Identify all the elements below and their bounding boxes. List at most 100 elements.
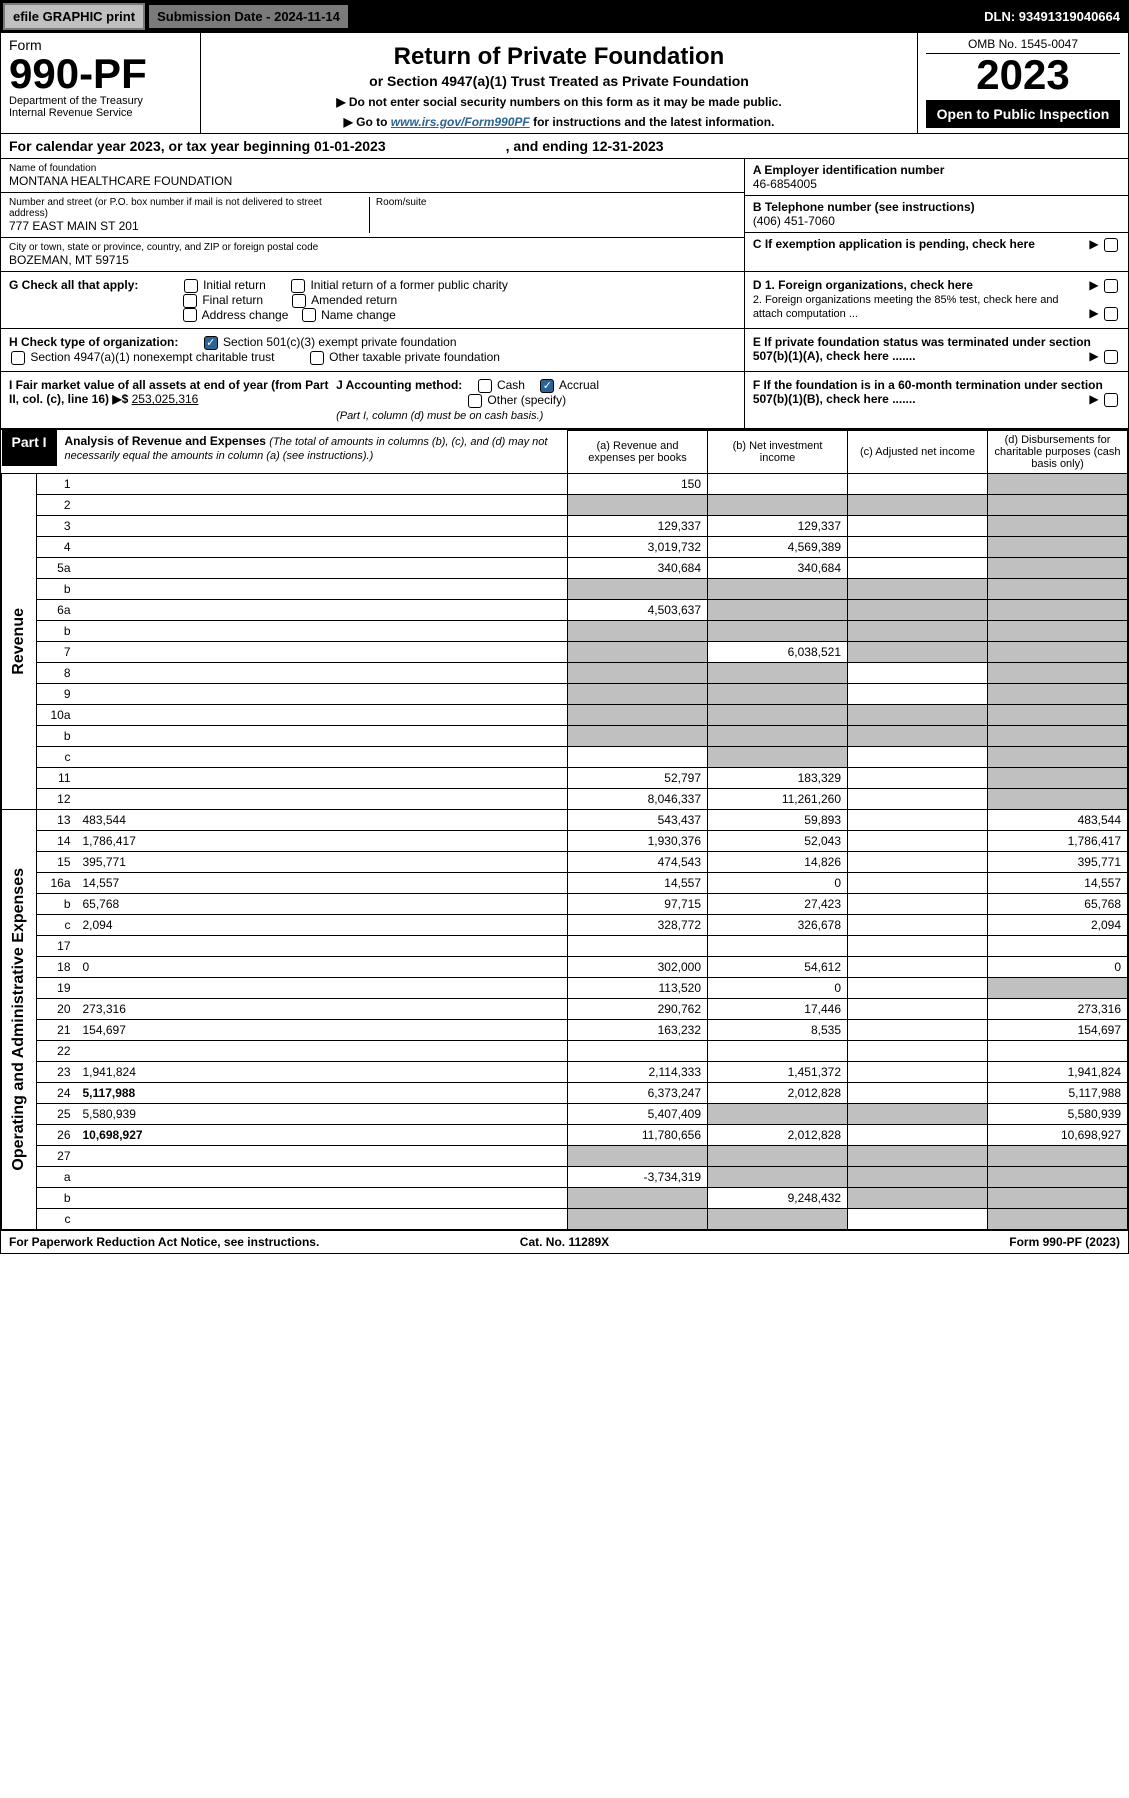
cell-c [848,515,988,536]
line-number: 11 [37,767,77,788]
j-opt-1: Accrual [559,378,599,392]
g-opt-3: Amended return [311,293,397,307]
table-row: 5a 340,684340,684 [2,557,1128,578]
cell-b: 1,451,372 [708,1061,848,1082]
cell-d [988,494,1128,515]
line-number: 6a [37,599,77,620]
cell-a [568,494,708,515]
cell-b [708,1103,848,1124]
cell-a: 340,684 [568,557,708,578]
line-description [77,662,568,683]
line-description [77,683,568,704]
calendar-year-row: For calendar year 2023, or tax year begi… [1,134,1128,159]
line-description: 395,771 [77,851,568,872]
dln-label: DLN: 93491319040664 [976,5,1128,28]
e-label: E If private foundation status was termi… [753,335,1091,363]
line-description: 0 [77,956,568,977]
table-row: 9 [2,683,1128,704]
cell-b: 14,826 [708,851,848,872]
form-title: Return of Private Foundation [209,43,909,71]
cell-b: 2,012,828 [708,1124,848,1145]
foundation-name: MONTANA HEALTHCARE FOUNDATION [9,174,736,188]
line-number: c [37,914,77,935]
cell-c [848,851,988,872]
g-address-checkbox[interactable] [183,308,197,322]
line-description: 5,117,988 [77,1082,568,1103]
cell-c [848,662,988,683]
d2-checkbox[interactable] [1104,307,1118,321]
g-initial-checkbox[interactable] [184,279,198,293]
line-description [77,767,568,788]
table-row: 19113,5200 [2,977,1128,998]
cell-b: 8,535 [708,1019,848,1040]
g-final-checkbox[interactable] [183,294,197,308]
cell-b: 340,684 [708,557,848,578]
line-number: 5a [37,557,77,578]
table-row: 16a14,55714,557014,557 [2,872,1128,893]
cell-d [988,767,1128,788]
g-label: G Check all that apply: [9,278,138,292]
cell-b [708,494,848,515]
efile-print-button[interactable]: efile GRAPHIC print [3,3,145,30]
cell-c [848,872,988,893]
cell-c [848,704,988,725]
cell-c [848,1061,988,1082]
line-number: 25 [37,1103,77,1124]
table-row: 245,117,9886,373,2472,012,8285,117,988 [2,1082,1128,1103]
line-number: 14 [37,830,77,851]
name-label: Name of foundation [9,163,736,174]
cell-a [568,1145,708,1166]
cell-b [708,620,848,641]
line-number: 19 [37,977,77,998]
h-other-checkbox[interactable] [310,351,324,365]
table-row: 27 [2,1145,1128,1166]
table-row: 15395,771474,54314,826395,771 [2,851,1128,872]
g-initial-former-checkbox[interactable] [291,279,305,293]
city-value: BOZEMAN, MT 59715 [9,253,736,267]
f-label: F If the foundation is in a 60-month ter… [753,378,1103,406]
irs-link[interactable]: www.irs.gov/Form990PF [391,115,530,129]
j-accrual-checkbox[interactable]: ✓ [540,379,554,393]
table-row: b [2,620,1128,641]
footer: For Paperwork Reduction Act Notice, see … [1,1230,1128,1253]
line-description [77,599,568,620]
cell-a: 474,543 [568,851,708,872]
cell-a: 302,000 [568,956,708,977]
phone-value: (406) 451-7060 [753,214,1120,228]
d1-checkbox[interactable] [1104,279,1118,293]
f-checkbox[interactable] [1104,393,1118,407]
j-other-checkbox[interactable] [468,394,482,408]
e-checkbox[interactable] [1104,350,1118,364]
table-row: 3129,337129,337 [2,515,1128,536]
cell-c [848,536,988,557]
goto-suffix: for instructions and the latest informat… [530,115,775,129]
line-description: 154,697 [77,1019,568,1040]
g-name-checkbox[interactable] [302,308,316,322]
g-opt-4: Address change [202,308,289,322]
h-4947-checkbox[interactable] [11,351,25,365]
line-number: c [37,1208,77,1229]
line-description [77,746,568,767]
line-number: 24 [37,1082,77,1103]
h-501c3-checkbox[interactable]: ✓ [204,336,218,350]
g-amended-checkbox[interactable] [292,294,306,308]
cell-a [568,1208,708,1229]
j-cash-checkbox[interactable] [478,379,492,393]
cell-d: 154,697 [988,1019,1128,1040]
cell-b [708,725,848,746]
cell-d [988,620,1128,641]
g-opt-1: Initial return of a former public charit… [310,278,507,292]
cell-c [848,998,988,1019]
cell-d [988,1208,1128,1229]
cell-d: 5,117,988 [988,1082,1128,1103]
line-description [77,1208,568,1229]
cell-a: 5,407,409 [568,1103,708,1124]
exemption-cell: C If exemption application is pending, c… [745,233,1128,265]
line-description: 2,094 [77,914,568,935]
table-row: 22 [2,1040,1128,1061]
cell-a: 290,762 [568,998,708,1019]
line-description [77,620,568,641]
cell-a: 2,114,333 [568,1061,708,1082]
c-checkbox[interactable] [1104,238,1118,252]
open-public: Open to Public Inspection [926,100,1120,128]
